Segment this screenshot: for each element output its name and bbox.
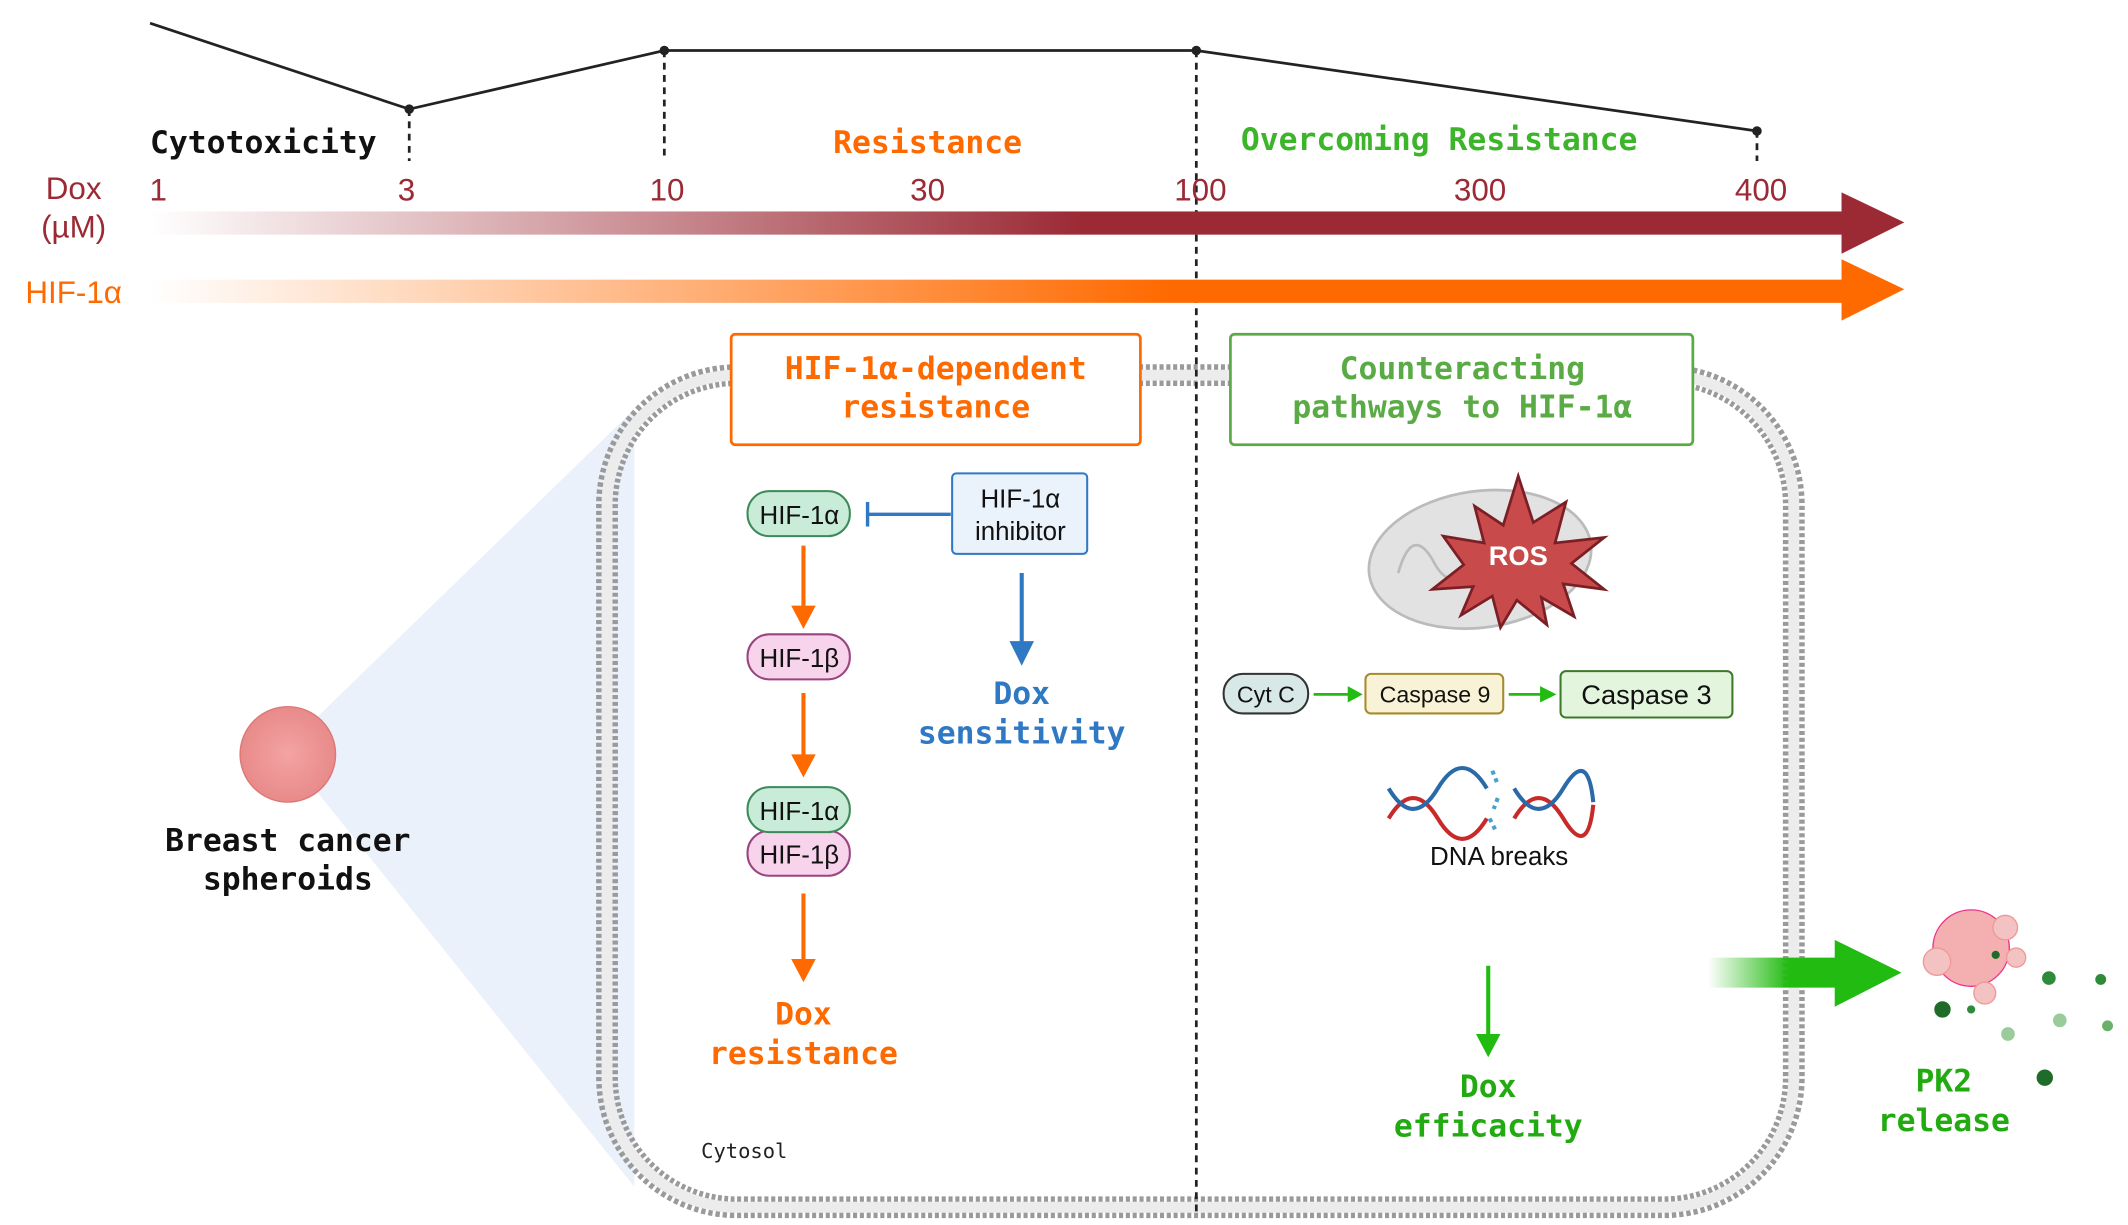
hif1a-node [746,490,851,538]
complex-hif1a-label: HIF-1α [759,798,839,826]
threshold-lines [407,50,1759,1215]
sensitivity-label: Dox [993,676,1050,712]
dna-breaks-label: DNA breaks [1430,843,1568,871]
inhibitor-box [951,472,1089,555]
phase-overcoming: Overcoming Resistance [1241,122,1637,158]
complex-hif1b-label: HIF-1β [760,841,840,869]
spheroid-label: Breast cancer [165,823,410,859]
hif1b-node [746,633,851,681]
hif-label: HIF-1α [25,275,122,310]
hif-gradient-arrow [150,259,1905,321]
dox-label: Dox [46,171,102,206]
caspase9-label: Caspase 9 [1380,682,1491,708]
dna-breaks-icon [1386,766,1596,841]
resistance-title-2: resistance [841,389,1030,425]
efficacy-label: Dox [1460,1069,1517,1105]
green-arrow [1475,965,1501,1058]
caspase3-label: Caspase 3 [1581,679,1711,710]
resistance-title-box [729,332,1142,447]
caspase-arrows [1313,686,1557,703]
counter-title: Counteracting [1340,351,1585,387]
inhibitor-label-2: inhibitor [975,518,1066,546]
dox-tick: 1 [150,173,167,208]
dox-tick: 300 [1454,173,1506,208]
counter-title-box [1229,332,1695,447]
blue-arrow [1009,572,1034,666]
dox-tick: 10 [650,173,685,208]
resistance-outcome-2: resistance [709,1036,898,1072]
efficacy-label-2: efficacity [1394,1108,1583,1144]
orange-arrows [791,545,816,983]
caspase3-node [1559,670,1734,719]
caspase9-node [1364,672,1505,715]
dox-gradient-arrow [150,192,1905,254]
resistance-title: HIF-1α-dependent [785,351,1087,387]
release-label-2: release [1878,1103,2010,1139]
inhibition-arrow [865,502,951,527]
hif1a-label: HIF-1α [759,502,839,530]
dox-tick: 400 [1735,173,1787,208]
dox-tick: 3 [398,173,415,208]
release-label: PK2 [1916,1063,1973,1099]
dox-tick: 100 [1174,173,1226,208]
zoom-cone [311,409,635,1187]
resistance-outcome: Dox [775,996,832,1032]
cytc-node [1222,672,1310,715]
phase-cytotoxicity: Cytotoxicity [150,125,377,161]
response-curve [149,21,1758,133]
release-arrow [1707,939,1902,1007]
cytosol-label: Cytosol [701,1139,787,1163]
complex-hif1a-node [746,786,851,834]
counter-title-2: pathways to HIF-1α [1292,389,1632,425]
ros-burst-icon [1427,471,1609,631]
spheroid-label-2: spheroids [203,861,373,897]
dox-tick: 30 [910,173,945,208]
inhibitor-label: HIF-1α [980,485,1060,513]
hif1b-label: HIF-1β [760,645,840,673]
sensitivity-label-2: sensitivity [918,715,1126,751]
dox-unit: (µM) [41,209,106,244]
phase-resistance: Resistance [833,125,1022,161]
cytc-label: Cyt C [1237,682,1295,708]
disrupted-spheroid-icon [1922,909,2113,1086]
spheroid-icon [239,705,337,803]
ros-label: ROS [1489,540,1548,571]
